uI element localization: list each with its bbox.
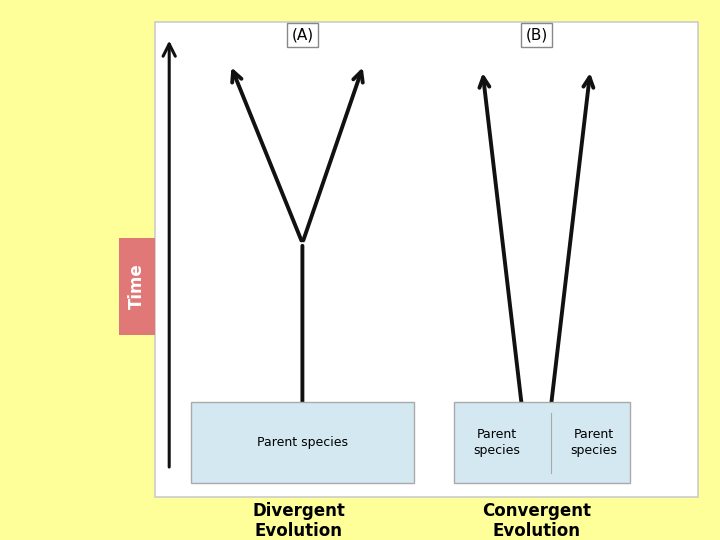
Text: Convergent
Evolution: Convergent Evolution <box>482 502 591 540</box>
Text: Parent species: Parent species <box>257 436 348 449</box>
FancyBboxPatch shape <box>191 402 414 483</box>
Text: Time: Time <box>128 264 145 309</box>
Text: Parent
species: Parent species <box>473 428 521 457</box>
Text: Divergent
Evolution: Divergent Evolution <box>253 502 345 540</box>
FancyBboxPatch shape <box>454 402 630 483</box>
Text: (B): (B) <box>526 28 547 43</box>
Text: Parent
species: Parent species <box>570 428 618 457</box>
Text: (A): (A) <box>292 28 313 43</box>
